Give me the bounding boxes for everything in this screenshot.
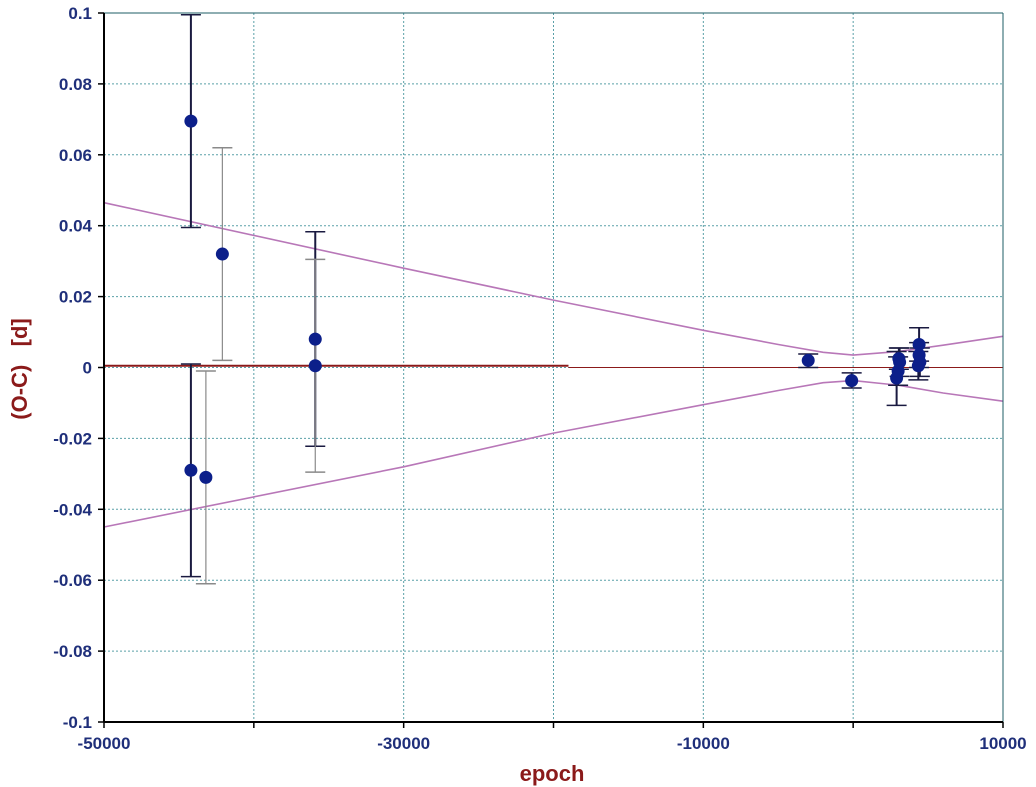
tick-labels: -0.1 -0.08 -0.06 -0.04 -0.02 0 0.02 0.04 0.06 0.0… [53, 4, 1026, 753]
x-tick-label: -10000 [677, 734, 730, 753]
axes [98, 12, 1004, 728]
y-tick-label: -0.1 [63, 713, 92, 732]
data-point [912, 337, 926, 351]
x-axis-label: epoch [520, 761, 585, 786]
x-tick-label: -50000 [78, 734, 131, 753]
data-point [801, 353, 815, 367]
y-tick-label: -0.04 [53, 500, 92, 519]
data-point [308, 332, 322, 346]
error-bars [180, 14, 930, 585]
y-tick-label: -0.08 [53, 642, 92, 661]
y-tick-label: -0.02 [53, 429, 92, 448]
y-tick-label: 0.02 [59, 288, 92, 307]
y-tick-label: -0.06 [53, 571, 92, 590]
y-tick-label: 0.1 [68, 4, 92, 23]
y-tick-label: 0 [83, 359, 92, 378]
data-points [184, 114, 927, 484]
data-point [911, 359, 925, 373]
data-point [308, 359, 322, 373]
y-tick-label: 0.06 [59, 146, 92, 165]
data-point [215, 247, 229, 261]
data-point [184, 114, 198, 128]
x-tick-label: 10000 [979, 734, 1026, 753]
data-point [892, 352, 906, 366]
data-point [184, 463, 198, 477]
zero-line [104, 364, 1003, 368]
y-axis-label: (O-C) [d] [7, 318, 32, 419]
y-tick-label: 0.04 [59, 217, 93, 236]
grid [104, 13, 1003, 722]
x-tick-label: -30000 [377, 734, 430, 753]
data-point [845, 374, 859, 388]
data-point [199, 470, 213, 484]
envelope-lower-curve [103, 379, 1004, 528]
y-tick-label: 0.08 [59, 75, 92, 94]
